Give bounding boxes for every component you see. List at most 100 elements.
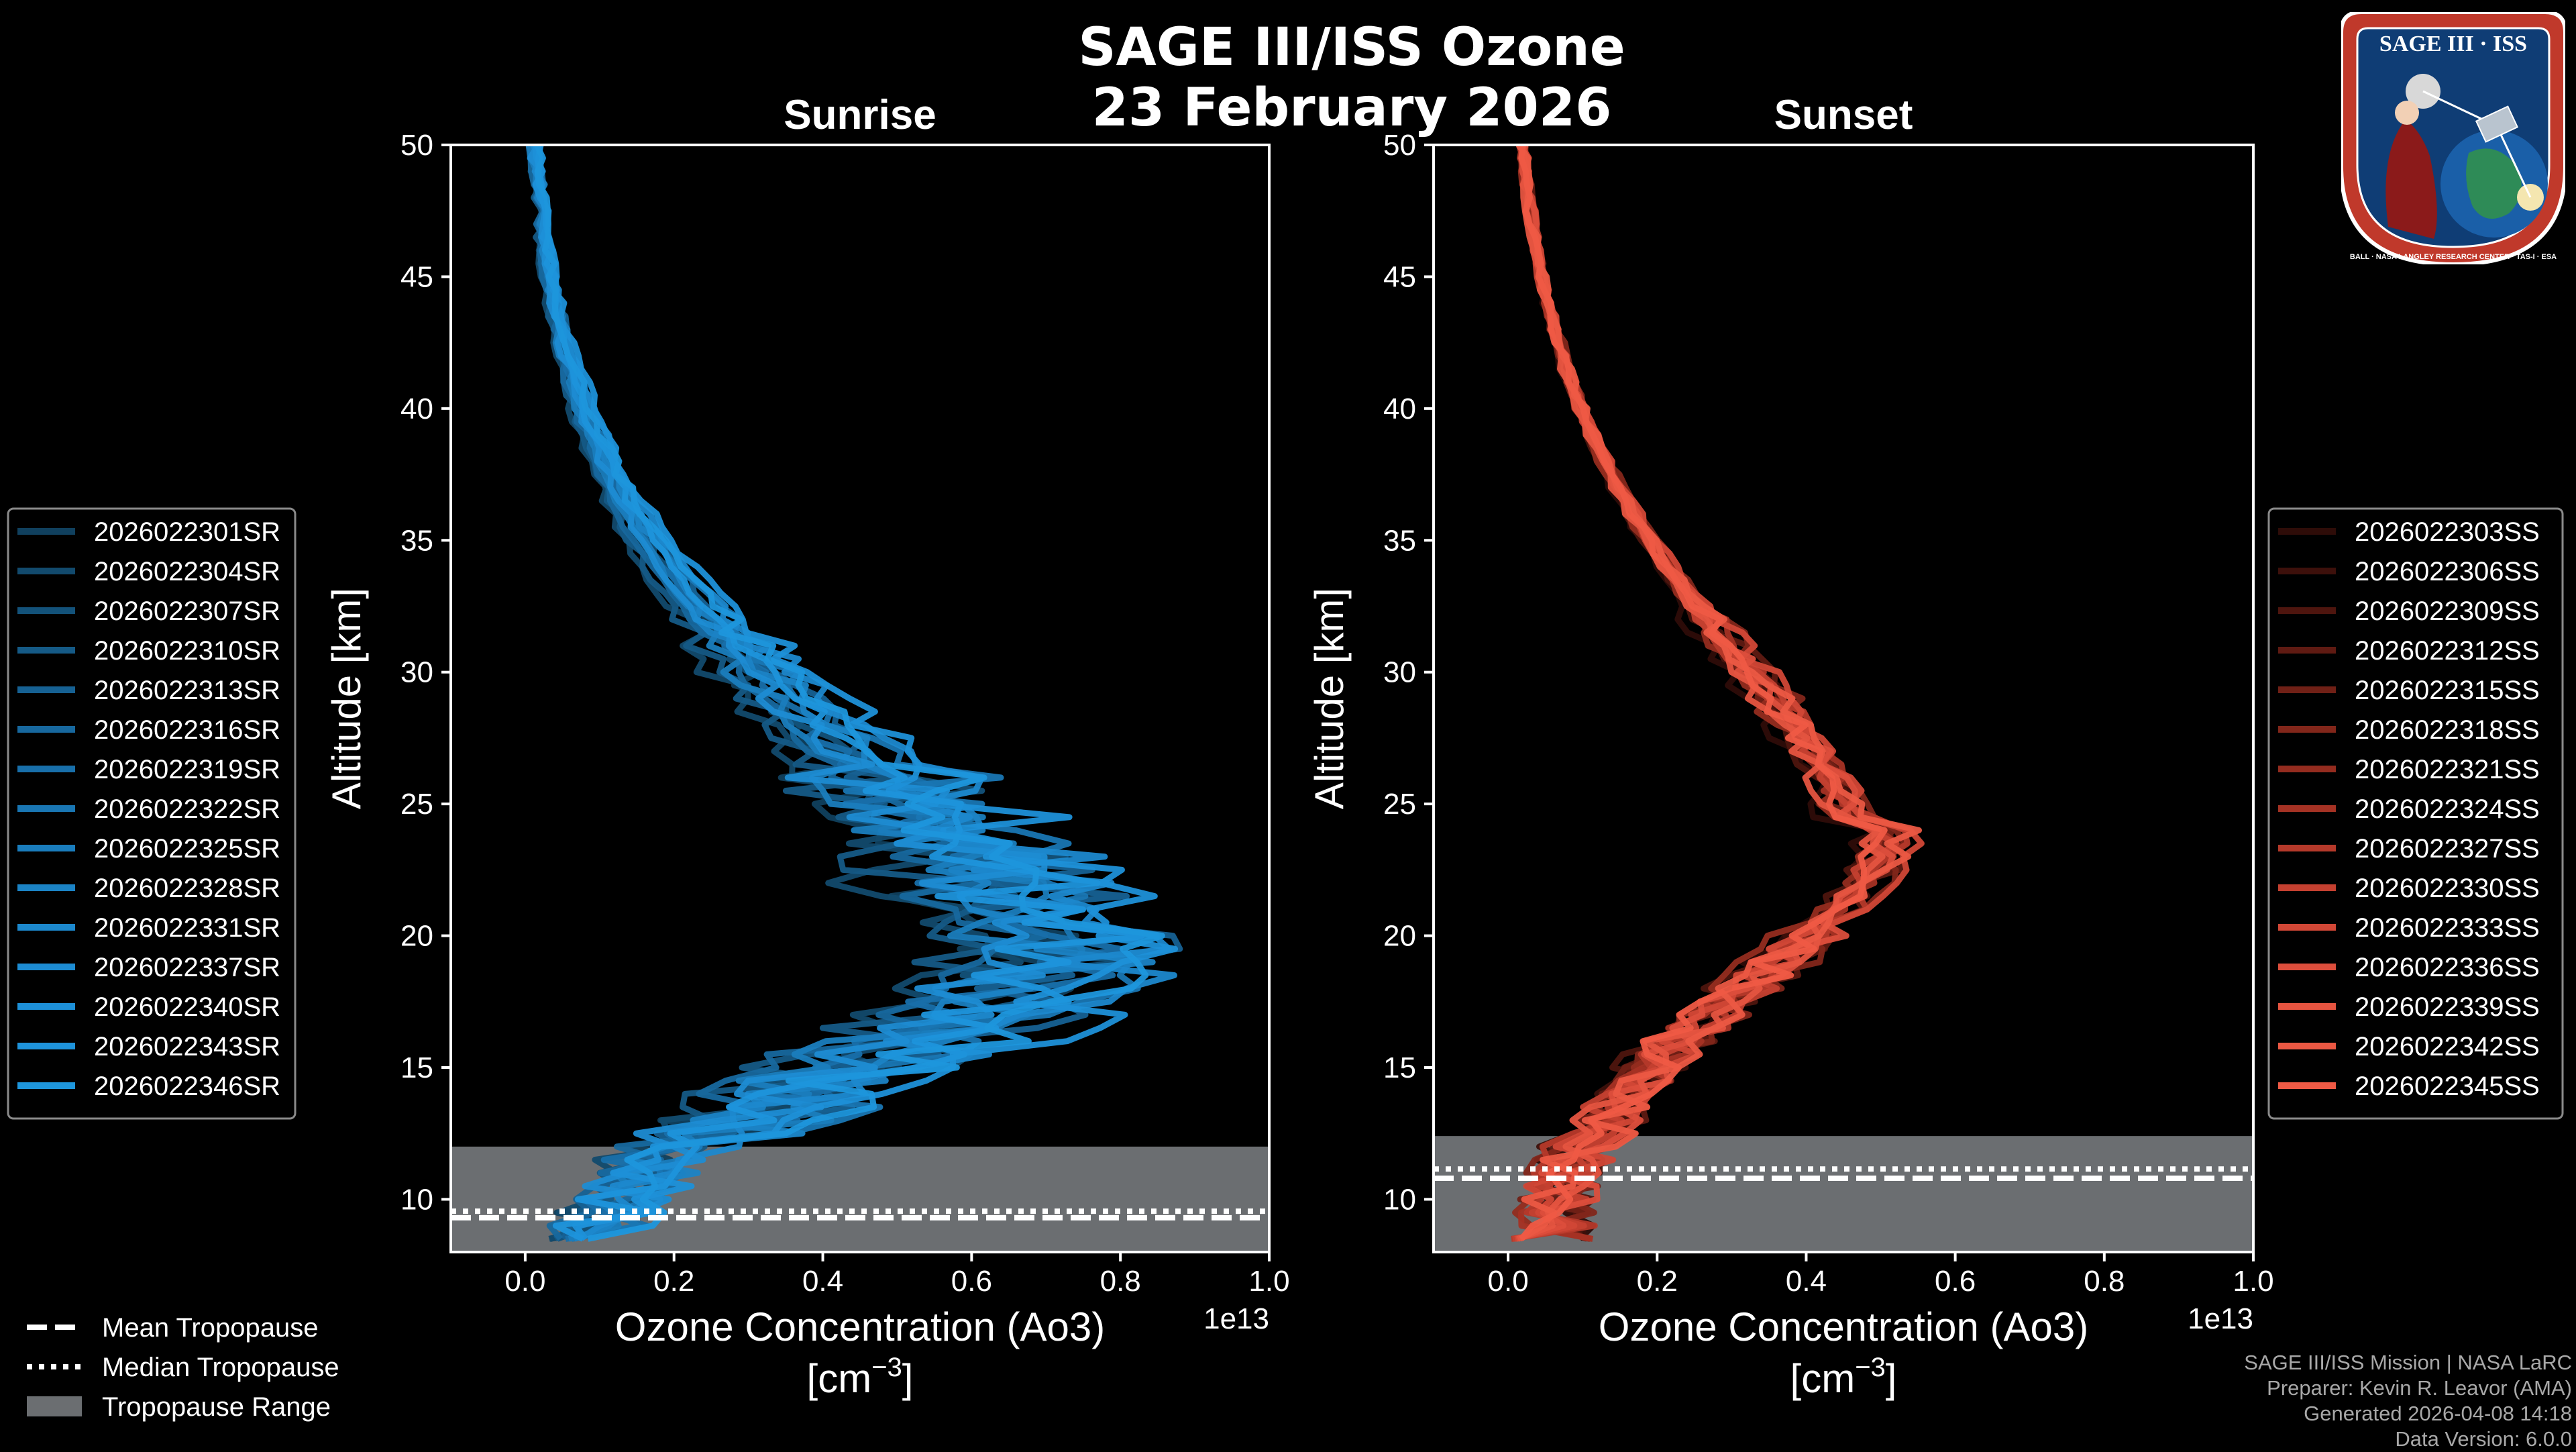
sunrise-legend-label: 2026022301SR	[94, 517, 280, 547]
tropopause-legend-label: Tropopause Range	[102, 1392, 331, 1422]
sunset-ytick-label: 35	[1383, 524, 1416, 557]
tropopause-legend: Mean Tropopause Median Tropopause Tropopau…	[27, 1313, 339, 1422]
sunrise-xlabel-units-close: ]	[902, 1356, 914, 1401]
sunset-legend-label: 2026022309SS	[2355, 597, 2540, 626]
sunrise-xtick-label: 0.8	[1100, 1265, 1141, 1298]
sage-mission-logo: SAGE III · ISS BALL · NASA LANGLEY RESEA…	[2341, 12, 2565, 264]
sunrise-legend-label: 2026022337SR	[94, 953, 280, 982]
sunset-legend-label: 2026022306SS	[2355, 557, 2540, 586]
sunrise-legend-label: 2026022316SR	[94, 715, 280, 745]
sunset-panel: 0.0 0.2 0.4 0.6 0.8 1.0 10 15 20 25 30 35 40 45 50 Suns…	[1307, 92, 2274, 1401]
sunrise-x-offset-label: 1e13	[1203, 1302, 1269, 1335]
sunrise-ytick-label: 15	[400, 1051, 433, 1084]
sunset-title: Sunset	[1774, 92, 1913, 138]
sunset-line-2026022303SS	[1517, 145, 1885, 1241]
credits-footer: SAGE III/ISS Mission | NASA LaRC Prepare…	[2244, 1350, 2572, 1452]
sunrise-xlabel-units: [cm−3]	[807, 1353, 914, 1401]
sunset-line-2026022321SS	[1512, 145, 1888, 1242]
sunrise-ytick-label: 10	[400, 1183, 433, 1216]
sunset-axes-frame	[1432, 144, 2255, 1253]
sunset-legend-label: 2026022342SS	[2355, 1032, 2540, 1061]
sunrise-xtick-label: 0.6	[951, 1265, 992, 1298]
sunrise-legend-label: 2026022310SR	[94, 636, 280, 666]
sunset-line-2026022345SS	[1518, 145, 1888, 1241]
sunrise-xlabel-units-exp: −3	[871, 1353, 902, 1382]
sunrise-xtick-label: 0.2	[653, 1265, 694, 1298]
sunset-xtick-label: 0.2	[1637, 1265, 1678, 1298]
sunset-line-2026022324SS	[1517, 145, 1900, 1242]
sunrise-legend-label: 2026022325SR	[94, 834, 280, 864]
sunrise-xlabel-units-base: [cm	[807, 1356, 872, 1401]
sunset-xtick-label: 0.0	[1488, 1265, 1529, 1298]
sunrise-legend-label: 2026022319SR	[94, 755, 280, 784]
sunset-xlabel-units-exp: −3	[1855, 1353, 1886, 1382]
sunset-legend-label: 2026022330SS	[2355, 874, 2540, 903]
sunrise-legend-label: 2026022340SR	[94, 992, 280, 1022]
sunset-line-2026022306SS	[1517, 145, 1892, 1239]
sunset-xtick-label: 0.8	[2084, 1265, 2125, 1298]
sunset-line-2026022330SS	[1512, 145, 1899, 1242]
sunset-x-offset-label: 1e13	[2188, 1302, 2253, 1335]
sunset-ylabel: Altitude [km]	[1307, 588, 1352, 809]
sunset-xlabel-units-close: ]	[1886, 1356, 1897, 1401]
sunset-legend-label: 2026022336SS	[2355, 953, 2540, 982]
footer-preparer: Preparer: Kevin R. Leavor (AMA)	[2267, 1376, 2572, 1400]
sunset-legend-label: 2026022321SS	[2355, 755, 2540, 784]
sunset-legend: 2026022303SS 2026022306SS 2026022309SS 2026…	[2267, 507, 2564, 1120]
sunset-legend-label: 2026022303SS	[2355, 517, 2540, 547]
sunrise-legend-label: 2026022328SR	[94, 874, 280, 903]
sunset-xtick-label: 0.4	[1786, 1265, 1827, 1298]
sunrise-ytick-label: 25	[400, 788, 433, 821]
sunrise-legend-label: 2026022346SR	[94, 1072, 280, 1101]
logo-earth-land	[2466, 148, 2522, 219]
logo-station	[2475, 105, 2519, 143]
sunrise-xtick-label: 1.0	[1248, 1265, 1289, 1298]
sunset-ytick-label: 50	[1383, 129, 1416, 162]
sunset-line-2026022309SS	[1519, 145, 1891, 1241]
sunset-xtick-label: 1.0	[2233, 1265, 2273, 1298]
sunset-line-2026022339SS	[1517, 145, 1886, 1242]
sunrise-ylabel: Altitude [km]	[324, 588, 369, 809]
sunrise-line-2026022346SR	[534, 145, 1165, 1242]
sunset-legend-box	[2267, 507, 2564, 1120]
figure-title-line2: 23 February 2026	[1091, 78, 1612, 138]
footer-mission: SAGE III/ISS Mission | NASA LaRC	[2244, 1351, 2572, 1374]
sunset-line-2026022318SS	[1518, 145, 1908, 1242]
sunset-xlabel-units: [cm−3]	[1790, 1353, 1897, 1401]
sunset-line-2026022336SS	[1515, 145, 1896, 1242]
sunrise-panel: 0.0 0.2 0.4 0.6 0.8 1.0 10 15 20 25 30 35 40 45 50 Sunr…	[324, 92, 1290, 1401]
sunrise-legend-label: 2026022322SR	[94, 794, 280, 824]
sunset-legend-label: 2026022318SS	[2355, 715, 2540, 745]
sunset-legend-label: 2026022327SS	[2355, 834, 2540, 864]
sunrise-ytick-label: 30	[400, 656, 433, 689]
tropopause-legend-label: Median Tropopause	[102, 1353, 339, 1382]
sunset-ytick-label: 45	[1383, 260, 1416, 293]
sunrise-legend-label: 2026022307SR	[94, 597, 280, 626]
sunset-line-2026022315SS	[1517, 145, 1897, 1242]
sunrise-ytick-label: 45	[400, 260, 433, 293]
sunset-xlabel: Ozone Concentration (Ao3)	[1599, 1304, 2088, 1349]
sunset-ytick-label: 10	[1383, 1183, 1416, 1216]
sunrise-legend-box	[7, 507, 297, 1120]
sunrise-xlabel: Ozone Concentration (Ao3)	[615, 1304, 1105, 1349]
sunset-legend-label: 2026022345SS	[2355, 1072, 2540, 1101]
sunset-legend-label: 2026022324SS	[2355, 794, 2540, 824]
sunrise-legend-label: 2026022331SR	[94, 913, 280, 943]
figure-title-line1: SAGE III/ISS Ozone	[1078, 17, 1625, 78]
logo-ring-text: BALL · NASA LANGLEY RESEARCH CENTER · TA…	[2350, 253, 2557, 261]
sunset-legend-label: 2026022312SS	[2355, 636, 2540, 666]
sunset-line-2026022327SS	[1511, 145, 1911, 1242]
sunrise-axes-frame	[449, 144, 1271, 1253]
sunset-legend-label: 2026022315SS	[2355, 676, 2540, 705]
sunrise-ytick-label: 35	[400, 524, 433, 557]
tropopause-range-swatch	[27, 1396, 82, 1416]
sunrise-legend-label: 2026022343SR	[94, 1032, 280, 1061]
sunset-ytick-label: 20	[1383, 920, 1416, 953]
sunset-ytick-label: 25	[1383, 788, 1416, 821]
sunset-line-2026022342SS	[1515, 145, 1922, 1242]
tropopause-legend-label: Mean Tropopause	[102, 1313, 318, 1343]
logo-title: SAGE III · ISS	[2379, 32, 2527, 56]
sunset-series-lines	[1511, 145, 1925, 1242]
logo-astronomer	[2385, 119, 2437, 239]
footer-data-version: Data Version: 6.0.0	[2395, 1427, 2572, 1451]
